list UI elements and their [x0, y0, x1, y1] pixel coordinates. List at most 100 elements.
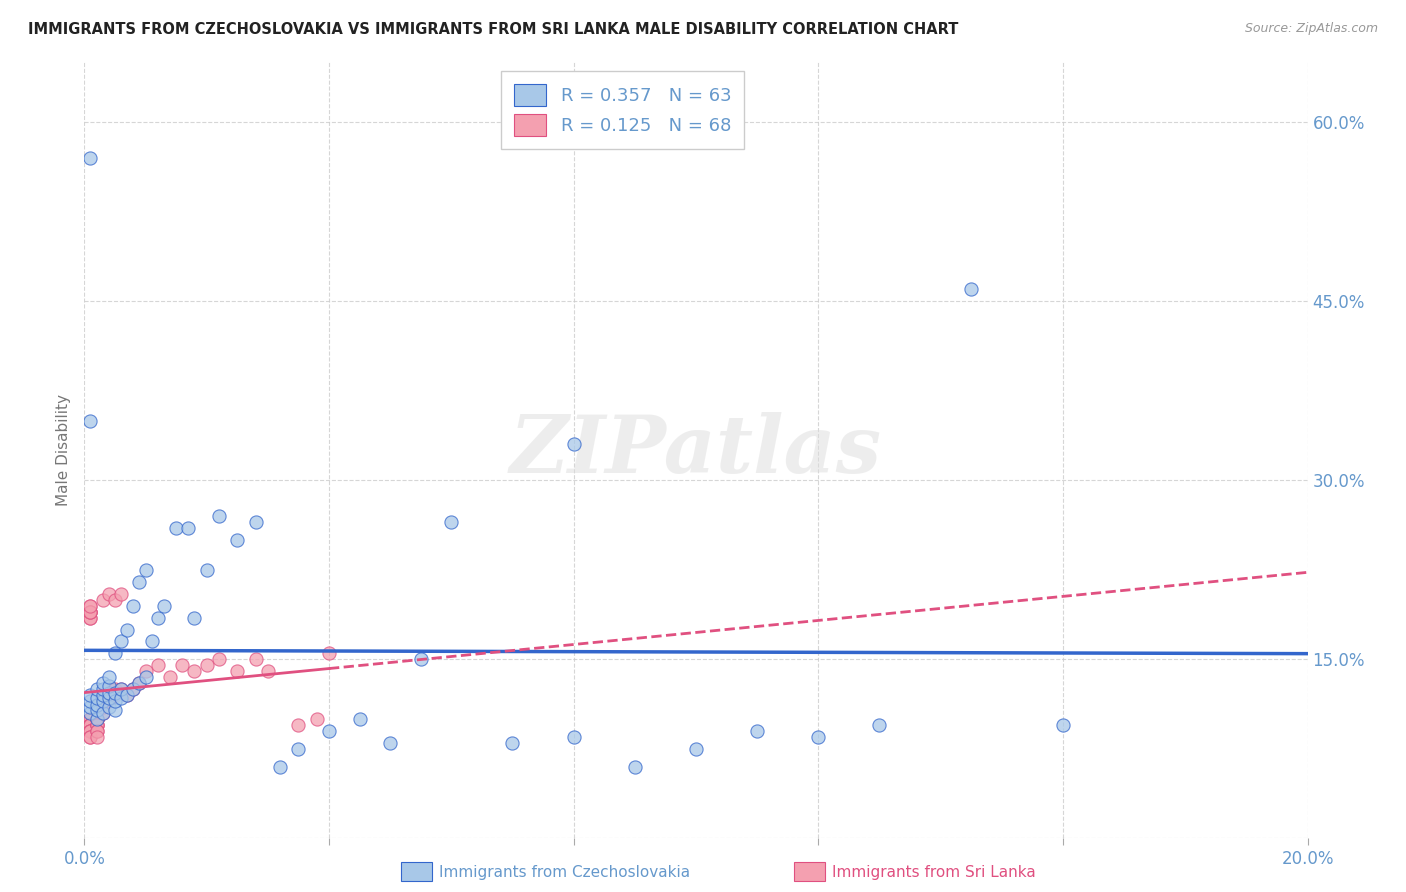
- Point: [91, 694, 114, 708]
- Point: [104, 694, 127, 708]
- Point: [208, 509, 231, 524]
- Point: [79, 712, 101, 726]
- Point: [79, 724, 101, 739]
- Point: [135, 670, 157, 684]
- Point: [97, 690, 120, 705]
- Point: [97, 587, 120, 601]
- Point: [562, 730, 585, 744]
- Point: [685, 742, 707, 756]
- Point: [86, 712, 108, 726]
- Point: [380, 736, 402, 750]
- Point: [86, 724, 108, 739]
- Point: [86, 712, 108, 726]
- Point: [807, 730, 830, 744]
- Point: [79, 730, 101, 744]
- Point: [318, 724, 340, 739]
- Point: [287, 742, 309, 756]
- Point: [91, 682, 114, 697]
- Point: [86, 698, 108, 712]
- Point: [79, 712, 101, 726]
- Legend: R = 0.357   N = 63, R = 0.125   N = 68: R = 0.357 N = 63, R = 0.125 N = 68: [501, 71, 744, 149]
- Point: [115, 688, 138, 702]
- Point: [110, 682, 132, 697]
- Point: [287, 718, 309, 732]
- Point: [195, 658, 218, 673]
- Point: [79, 718, 101, 732]
- Point: [146, 610, 169, 624]
- Text: Source: ZipAtlas.com: Source: ZipAtlas.com: [1244, 22, 1378, 36]
- Point: [79, 712, 101, 726]
- Point: [115, 623, 138, 637]
- Point: [104, 688, 127, 702]
- Point: [79, 712, 101, 726]
- Point: [97, 679, 120, 693]
- Point: [869, 718, 891, 732]
- Point: [79, 605, 101, 619]
- Point: [135, 665, 157, 679]
- Point: [91, 694, 114, 708]
- Point: [86, 718, 108, 732]
- Point: [183, 665, 205, 679]
- Text: ZIPatlas: ZIPatlas: [510, 412, 882, 489]
- Point: [305, 712, 328, 726]
- Point: [104, 682, 127, 697]
- Point: [97, 694, 120, 708]
- Point: [79, 700, 101, 714]
- Point: [97, 688, 120, 702]
- Point: [122, 682, 145, 697]
- Point: [91, 700, 114, 714]
- Point: [86, 712, 108, 726]
- Point: [79, 730, 101, 744]
- Point: [86, 690, 108, 705]
- Point: [97, 682, 120, 697]
- Point: [104, 592, 127, 607]
- Point: [257, 665, 280, 679]
- Point: [562, 437, 585, 451]
- Point: [79, 712, 101, 726]
- Point: [86, 718, 108, 732]
- Point: [269, 760, 291, 774]
- Point: [110, 587, 132, 601]
- Point: [86, 712, 108, 726]
- Point: [79, 718, 101, 732]
- Point: [226, 533, 249, 547]
- Point: [91, 676, 114, 690]
- Point: [128, 676, 150, 690]
- Point: [208, 652, 231, 666]
- Point: [226, 665, 249, 679]
- Point: [122, 599, 145, 613]
- Point: [86, 712, 108, 726]
- Point: [502, 736, 524, 750]
- Point: [110, 682, 132, 697]
- Point: [1052, 718, 1074, 732]
- Text: Immigrants from Czechoslovakia: Immigrants from Czechoslovakia: [439, 865, 690, 880]
- Point: [79, 718, 101, 732]
- Point: [79, 712, 101, 726]
- Point: [245, 515, 267, 529]
- Point: [86, 702, 108, 716]
- Point: [104, 686, 127, 700]
- Point: [91, 706, 114, 720]
- Point: [97, 686, 120, 700]
- Point: [79, 610, 101, 624]
- Point: [79, 599, 101, 613]
- Point: [110, 634, 132, 648]
- Point: [409, 652, 432, 666]
- Point: [79, 151, 101, 165]
- Point: [79, 712, 101, 726]
- Point: [122, 682, 145, 697]
- Point: [79, 718, 101, 732]
- Point: [79, 414, 101, 428]
- Point: [79, 694, 101, 708]
- Point: [97, 670, 120, 684]
- Point: [349, 712, 371, 726]
- Point: [128, 676, 150, 690]
- Point: [104, 702, 127, 716]
- Point: [146, 658, 169, 673]
- Point: [86, 682, 108, 697]
- Point: [79, 724, 101, 739]
- Point: [318, 647, 340, 661]
- Point: [79, 605, 101, 619]
- Point: [624, 760, 647, 774]
- Point: [177, 521, 200, 535]
